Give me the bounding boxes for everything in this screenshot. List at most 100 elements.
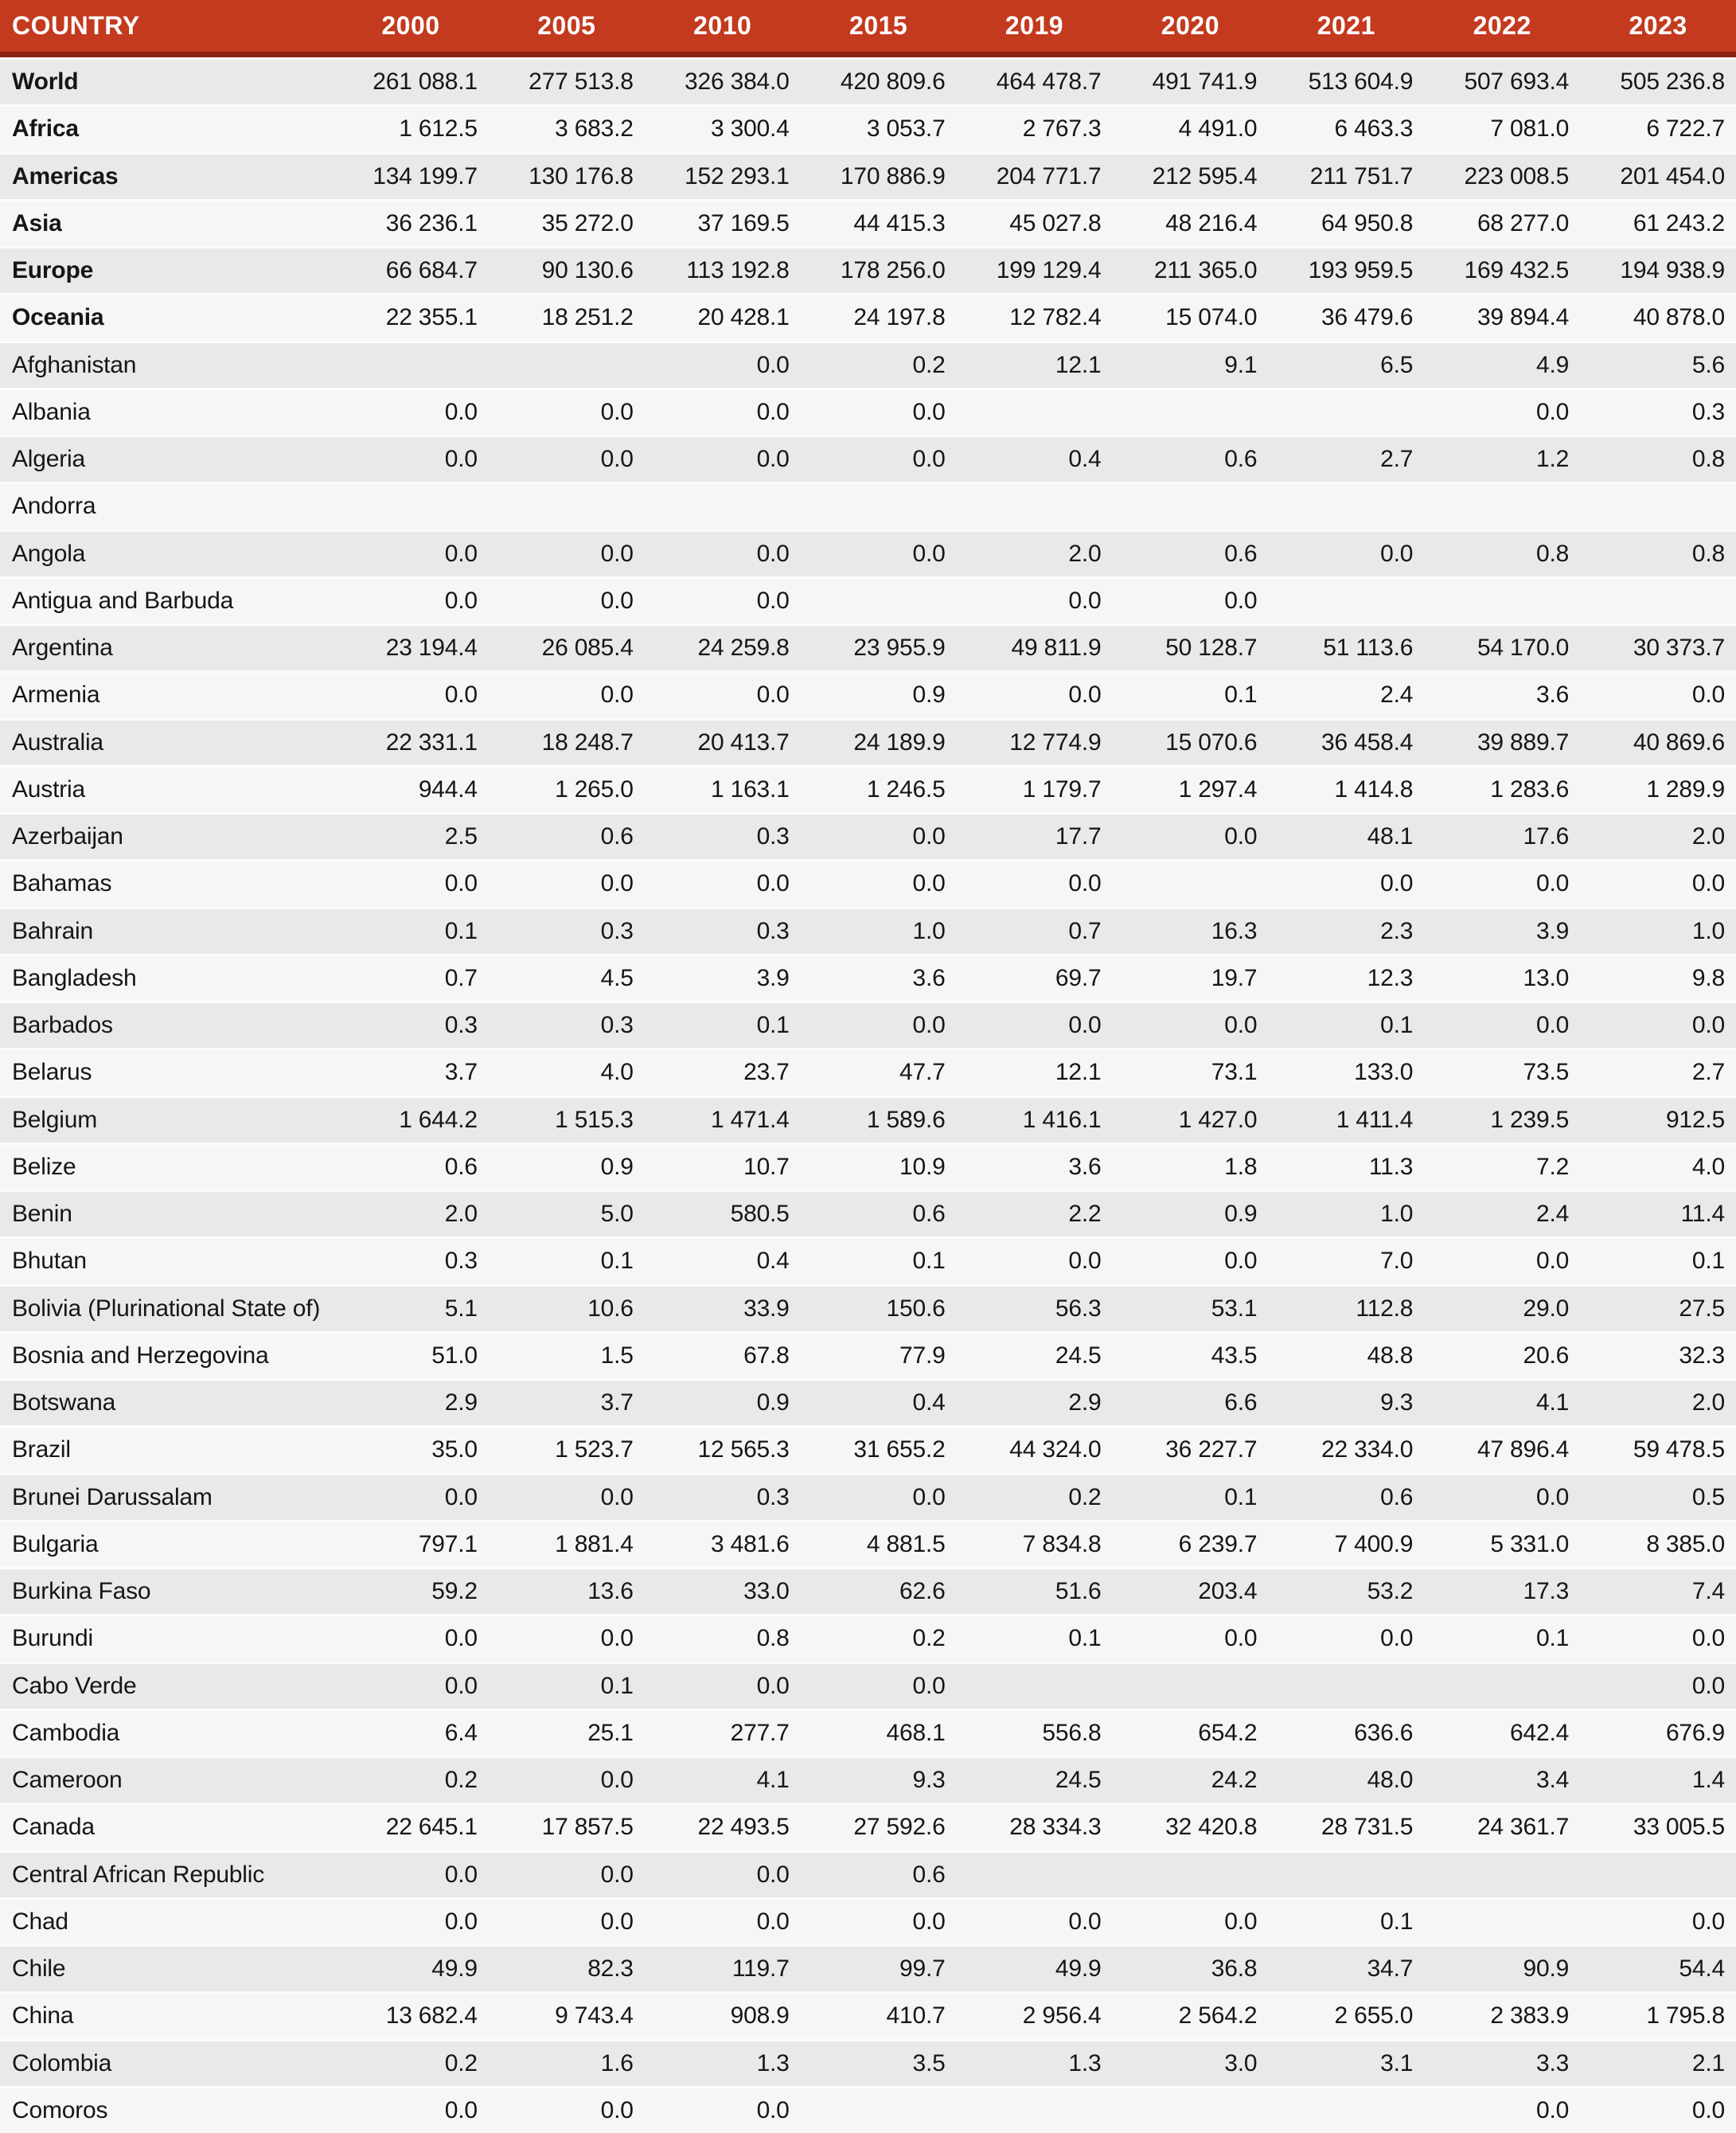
row-label: Cabo Verde	[12, 1672, 137, 1699]
value-cell: 10.7	[743, 1153, 790, 1180]
value-cell: 73.1	[1211, 1059, 1258, 1086]
table-row: Asia 36 236.1 35 272.0 37 169.5 44 415.3 45 0…	[0, 198, 1736, 246]
value-cell: 59 478.5	[1633, 1436, 1726, 1463]
value-cell: 0.6	[444, 1153, 478, 1180]
table-row: Bolivia (Plurinational State of) 5.1 10.6 3…	[0, 1283, 1736, 1331]
value-cell: 0.0	[1224, 1908, 1258, 1935]
value-cell: 24.5	[1055, 1767, 1102, 1794]
value-cell: 26 085.4	[541, 635, 634, 662]
value-cell: 12 774.9	[1009, 729, 1102, 756]
value-cell: 24.5	[1055, 1342, 1102, 1369]
value-cell: 2.4	[1380, 682, 1414, 709]
table-row: Africa 1 612.5 3 683.2 3 300.4 3 053.7 2 767.…	[0, 104, 1736, 152]
value-cell: 0.1	[912, 1248, 946, 1275]
value-cell: 2.7	[1691, 1059, 1726, 1086]
value-cell: 0.0	[1224, 1012, 1258, 1039]
value-cell: 4.9	[1536, 351, 1570, 378]
value-cell: 5 331.0	[1490, 1530, 1570, 1557]
value-cell: 24.2	[1211, 1767, 1258, 1794]
row-label: Brunei Darussalam	[12, 1483, 213, 1510]
value-cell: 211 365.0	[1153, 257, 1258, 284]
value-cell: 2 383.9	[1490, 2002, 1570, 2029]
value-cell: 99.7	[899, 1955, 946, 1983]
row-label: Cameroon	[12, 1767, 123, 1794]
value-cell: 0.8	[1691, 446, 1726, 473]
value-cell: 654.2	[1198, 1719, 1258, 1746]
value-cell: 0.0	[912, 540, 946, 567]
row-label: Africa	[12, 115, 79, 143]
table-row: Benin 2.0 5.0 580.5 0.6 2.2 0.9 1.0 2.4 11.4	[0, 1190, 1736, 1237]
value-cell: 0.1	[600, 1672, 634, 1699]
value-cell: 4.1	[1536, 1389, 1570, 1416]
value-cell: 35.0	[431, 1436, 478, 1463]
row-label: Australia	[12, 729, 103, 756]
row-label: Europe	[12, 257, 94, 284]
value-cell: 0.0	[444, 446, 478, 473]
value-cell: 1.5	[600, 1342, 634, 1369]
value-cell: 19.7	[1211, 964, 1258, 991]
row-label: Burundi	[12, 1625, 94, 1652]
value-cell: 2 956.4	[1022, 2002, 1102, 2029]
row-label: Chile	[12, 1955, 66, 1983]
table-row: Colombia 0.2 1.6 1.3 3.5 1.3 3.0 3.1 3.3 2.1	[0, 2038, 1736, 2086]
table-row: Bhutan 0.3 0.1 0.4 0.1 0.0 0.0 7.0 0.0 0.1	[0, 1236, 1736, 1284]
value-cell: 22 355.1	[385, 304, 478, 331]
value-cell: 3.0	[1224, 2049, 1258, 2076]
value-cell: 0.7	[444, 964, 478, 991]
value-cell: 0.0	[1224, 587, 1258, 614]
value-cell: 0.0	[1691, 1672, 1726, 1699]
value-cell: 10.9	[899, 1153, 946, 1180]
value-cell: 676.9	[1665, 1719, 1726, 1746]
value-cell: 908.9	[730, 2002, 790, 2029]
value-cell: 27 592.6	[853, 1814, 946, 1841]
value-cell: 3.7	[600, 1389, 634, 1416]
row-label: Austria	[12, 775, 85, 803]
value-cell: 211 751.7	[1309, 162, 1414, 189]
value-cell: 43.5	[1211, 1342, 1258, 1369]
value-cell: 0.9	[756, 1389, 790, 1416]
row-label: World	[12, 68, 79, 96]
value-cell: 36 227.7	[1165, 1436, 1258, 1463]
value-cell: 0.1	[1224, 682, 1258, 709]
value-cell: 0.1	[1536, 1625, 1570, 1652]
value-cell: 36 479.6	[1321, 304, 1414, 331]
value-cell: 3.6	[1536, 682, 1570, 709]
value-cell: 112.8	[1356, 1295, 1414, 1322]
value-cell: 2.0	[1691, 823, 1726, 850]
value-cell: 90.9	[1523, 1955, 1570, 1983]
value-cell: 35 272.0	[541, 209, 634, 236]
value-cell: 12 782.4	[1009, 304, 1102, 331]
value-cell: 0.0	[756, 1672, 790, 1699]
value-cell: 90 130.6	[541, 257, 634, 284]
column-header-year-2000: 2000	[381, 11, 440, 40]
value-cell: 0.0	[1691, 1908, 1726, 1935]
table-row: Comoros 0.0 0.0 0.0 0.0 0.0	[0, 2085, 1736, 2133]
value-cell: 47.7	[899, 1059, 946, 1086]
row-label: Albania	[12, 398, 91, 425]
value-cell: 3 481.6	[710, 1530, 790, 1557]
column-header-year-2023: 2023	[1629, 11, 1687, 40]
value-cell: 0.0	[600, 540, 634, 567]
value-cell: 77.9	[899, 1342, 946, 1369]
value-cell: 0.0	[444, 870, 478, 897]
value-cell: 0.0	[1380, 540, 1414, 567]
value-cell: 24 197.8	[853, 304, 946, 331]
row-label: Bosnia and Herzegovina	[12, 1342, 269, 1369]
value-cell: 6 463.3	[1334, 115, 1414, 143]
value-cell: 0.0	[1691, 870, 1726, 897]
value-cell: 10.6	[587, 1295, 634, 1322]
table-row: Botswana 2.9 3.7 0.9 0.4 2.9 6.6 9.3 4.1 2.0	[0, 1378, 1736, 1426]
table-row: Cabo Verde 0.0 0.1 0.0 0.0 0.0	[0, 1661, 1736, 1709]
value-cell: 2.5	[444, 823, 478, 850]
value-cell: 1.3	[1068, 2049, 1102, 2076]
value-cell: 0.0	[912, 1672, 946, 1699]
row-label: Algeria	[12, 446, 85, 473]
value-cell: 17 857.5	[541, 1814, 634, 1841]
table-row: China 13 682.4 9 743.4 908.9 410.7 2 956.4 2 5…	[0, 1991, 1736, 2039]
value-cell: 7.2	[1536, 1153, 1570, 1180]
value-cell: 556.8	[1042, 1719, 1102, 1746]
value-cell: 468.1	[886, 1719, 946, 1746]
value-cell: 28 334.3	[1009, 1814, 1102, 1841]
value-cell: 1 297.4	[1178, 775, 1258, 803]
value-cell: 1.2	[1536, 446, 1570, 473]
